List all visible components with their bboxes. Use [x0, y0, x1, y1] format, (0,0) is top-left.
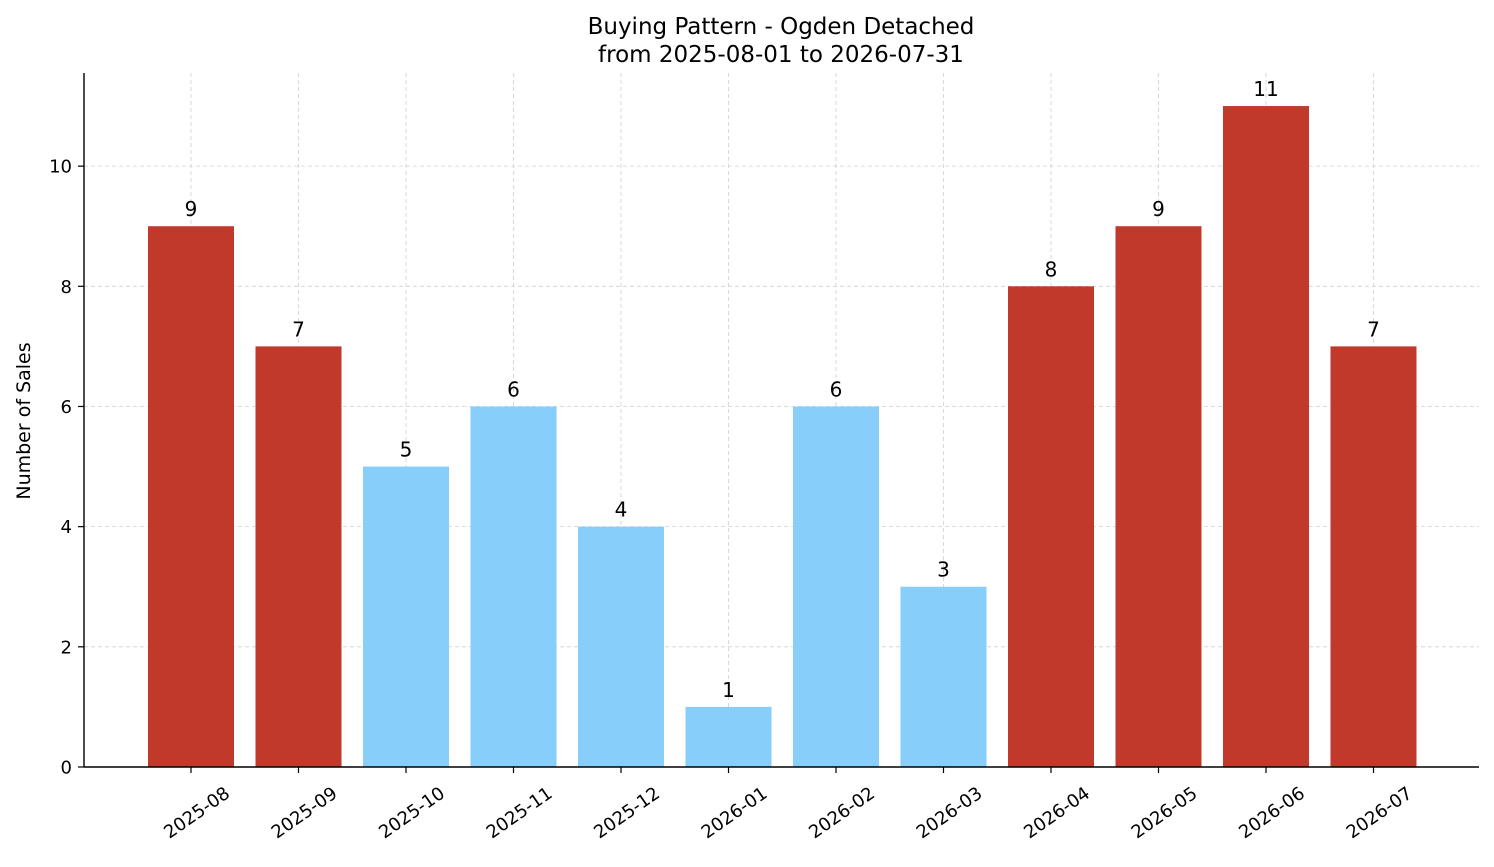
- bar-2025-12: [578, 526, 664, 767]
- data-label-2025-11: 6: [507, 377, 520, 401]
- x-tick-label: 2026-07: [1343, 783, 1417, 843]
- data-label-2026-02: 6: [830, 377, 843, 401]
- data-label-2026-05: 9: [1152, 197, 1165, 221]
- data-label-2026-07: 7: [1367, 317, 1380, 341]
- x-tick-label: 2026-06: [1235, 783, 1309, 843]
- data-labels: 9 7 5 6 4 1 6 3 8 9 11 7: [185, 77, 1380, 702]
- y-tick-label: 10: [49, 157, 72, 178]
- data-label-2026-06: 11: [1253, 77, 1278, 101]
- chart-subtitle: from 2025-08-01 to 2026-07-31: [598, 42, 964, 68]
- y-tick-label: 0: [61, 758, 72, 779]
- y-axis-label: Number of Sales: [13, 342, 35, 499]
- y-tick-label: 2: [61, 637, 72, 658]
- data-label-2025-10: 5: [400, 438, 413, 462]
- bar-2026-06: [1223, 106, 1309, 768]
- axes: [83, 73, 1479, 768]
- bar-2025-11: [470, 406, 557, 767]
- x-tick-label: 2025-12: [590, 783, 664, 843]
- y-tick-label: 4: [61, 517, 72, 538]
- data-label-2026-03: 3: [937, 558, 950, 582]
- data-label-2025-12: 4: [615, 498, 628, 522]
- data-label-2025-08: 9: [185, 197, 198, 221]
- bar-2026-02: [793, 406, 879, 767]
- data-label-2025-09: 7: [292, 317, 305, 341]
- data-label-2026-01: 1: [722, 678, 735, 702]
- x-tick-label: 2026-01: [698, 783, 772, 843]
- bar-2026-04: [1008, 286, 1094, 767]
- y-ticks: 0 2 4 6 8 10: [49, 157, 84, 779]
- y-tick-label: 6: [61, 397, 72, 418]
- x-tick-label: 2025-08: [160, 783, 234, 843]
- x-tick-label: 2026-02: [805, 783, 879, 843]
- bar-2026-01: [685, 706, 772, 767]
- x-tick-label: 2025-10: [375, 783, 449, 843]
- bar-2025-10: [363, 466, 449, 767]
- bar-2026-03: [900, 586, 987, 767]
- y-tick-label: 8: [61, 277, 72, 298]
- bar-2026-05: [1115, 226, 1202, 768]
- x-tick-label: 2025-11: [483, 783, 557, 843]
- x-tick-label: 2025-09: [268, 783, 342, 843]
- bar-2025-09: [255, 346, 342, 767]
- x-tick-label: 2026-05: [1128, 783, 1202, 843]
- bar-2025-08: [148, 226, 234, 768]
- data-label-2026-04: 8: [1045, 257, 1058, 281]
- bar-2026-07: [1330, 346, 1417, 767]
- bars: [148, 106, 1417, 768]
- x-tick-label: 2026-03: [913, 783, 987, 843]
- x-ticks: 2025-08 2025-09 2025-10 2025-11 2025-12 2026-…: [160, 767, 1416, 843]
- chart-title: Buying Pattern - Ogden Detached: [588, 14, 975, 40]
- x-tick-label: 2026-04: [1020, 783, 1094, 843]
